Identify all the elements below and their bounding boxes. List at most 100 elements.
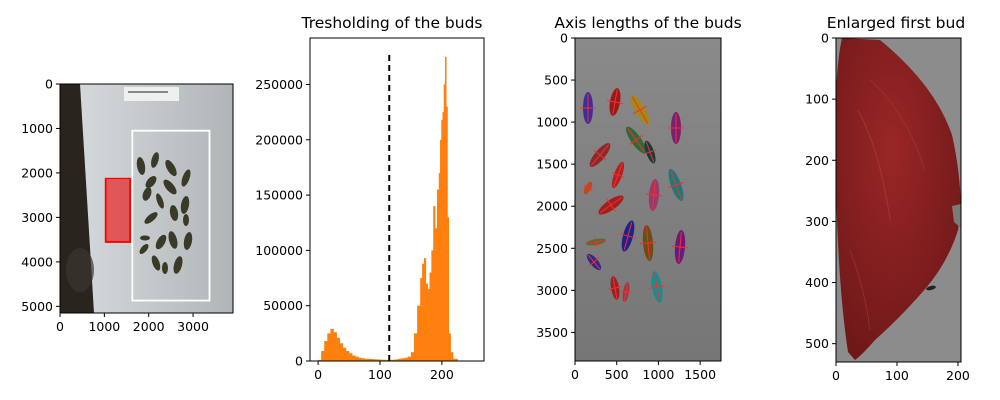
segmented-bud bbox=[607, 88, 623, 116]
histogram-bar bbox=[342, 347, 347, 361]
segmented-bud bbox=[625, 126, 647, 154]
segmented-bud bbox=[608, 276, 622, 300]
histogram-bar bbox=[443, 84, 446, 362]
histogram-bar bbox=[386, 359, 390, 361]
enlarged-bud-title: Enlarged first bud bbox=[827, 14, 965, 32]
histogram-bar bbox=[407, 356, 412, 361]
segmented-bud bbox=[598, 195, 624, 215]
axis-lengths-title: Axis lengths of the buds bbox=[554, 14, 741, 32]
segmented-bud bbox=[649, 271, 665, 303]
histogram-bar bbox=[355, 356, 359, 361]
y-tick-label: 1500 bbox=[536, 157, 568, 172]
buds-box bbox=[131, 129, 211, 302]
histogram-bar bbox=[376, 359, 381, 361]
segmented-bud bbox=[645, 179, 663, 211]
panel-histogram: Tresholding of the buds 0 100 200 0 50000 100… bbox=[255, 14, 485, 382]
x-tick-label: 1000 bbox=[88, 319, 120, 334]
histogram-bar bbox=[352, 355, 356, 361]
histogram-bar bbox=[339, 343, 344, 361]
y-tick-label: 3500 bbox=[536, 325, 568, 340]
segmented-bud bbox=[639, 225, 657, 261]
histogram-bar bbox=[414, 333, 418, 361]
histogram-bar bbox=[370, 359, 375, 361]
histogram-bar bbox=[441, 119, 443, 361]
histogram-bar bbox=[435, 228, 438, 361]
histogram-bar bbox=[358, 357, 362, 361]
histogram-bar bbox=[410, 352, 415, 361]
histogram-bar bbox=[383, 359, 387, 361]
y-tick-label: 50000 bbox=[263, 298, 303, 313]
x-tick-label: 200 bbox=[430, 367, 454, 382]
x-tick-label: 1500 bbox=[684, 367, 716, 382]
panel-axis-lengths: Axis lengths of the buds 0 500 1000 1500 0 50… bbox=[536, 14, 741, 382]
histogram-bar bbox=[401, 358, 406, 361]
photo-image bbox=[60, 84, 233, 313]
histogram-bar bbox=[324, 341, 328, 361]
y-tick-label: 500 bbox=[544, 73, 568, 88]
histogram-bar bbox=[436, 189, 440, 361]
y-tick-label: 150000 bbox=[255, 188, 303, 203]
x-tick-label: 0 bbox=[56, 319, 64, 334]
histogram-bar bbox=[404, 357, 409, 361]
histogram-bar bbox=[447, 217, 450, 361]
histogram-bar bbox=[425, 283, 428, 361]
histogram-bar bbox=[333, 332, 337, 361]
segmented-bud bbox=[586, 253, 602, 271]
y-tick-label: 500 bbox=[805, 336, 829, 351]
y-tick-label: 1000 bbox=[536, 115, 568, 130]
histogram-bar bbox=[440, 139, 442, 361]
histogram-bar bbox=[364, 358, 368, 361]
histogram-bar bbox=[395, 359, 399, 361]
x-tick-label: 100 bbox=[885, 368, 909, 383]
x-tick-label: 1000 bbox=[643, 367, 675, 382]
axis-lengths-image bbox=[575, 38, 721, 361]
histogram-title: Tresholding of the buds bbox=[301, 14, 483, 32]
histogram-bar bbox=[429, 272, 432, 361]
segmented-bud bbox=[668, 112, 684, 144]
y-tick-label: 2500 bbox=[536, 241, 568, 256]
y-tick-label: 2000 bbox=[536, 199, 568, 214]
histogram-bar bbox=[367, 358, 371, 361]
segmented-bud bbox=[643, 140, 657, 164]
x-tick-label: 0 bbox=[832, 368, 840, 383]
segmented-bud bbox=[621, 282, 631, 302]
y-tick-label: 100 bbox=[805, 92, 829, 107]
y-tick-label: 400 bbox=[805, 275, 829, 290]
enlarged-bud-axes-frame bbox=[835, 37, 962, 363]
y-tick-label: 300 bbox=[805, 214, 829, 229]
x-tick-label: 100 bbox=[368, 367, 392, 382]
segmented-bud bbox=[668, 168, 684, 202]
y-tick-label: 0 bbox=[560, 31, 568, 46]
y-tick-label: 0 bbox=[45, 77, 53, 92]
histogram-bar bbox=[431, 250, 434, 361]
segmented-bud bbox=[586, 237, 606, 247]
histogram-bar bbox=[446, 106, 448, 362]
segmented-bud bbox=[671, 230, 689, 264]
histogram-bar bbox=[420, 278, 423, 361]
histogram-bar bbox=[349, 353, 353, 361]
x-tick-label: 2000 bbox=[133, 319, 165, 334]
histogram-bar bbox=[318, 359, 322, 361]
histogram-bar bbox=[427, 289, 430, 361]
histogram-bar bbox=[379, 359, 384, 361]
histogram-bar bbox=[321, 351, 325, 361]
x-tick-label: 3000 bbox=[177, 319, 209, 334]
histogram-bar bbox=[389, 359, 393, 361]
x-tick-label: 500 bbox=[605, 367, 629, 382]
histogram-bar bbox=[398, 358, 402, 361]
y-tick-label: 1000 bbox=[21, 121, 53, 136]
histogram-bar bbox=[373, 359, 378, 361]
x-tick-label: 200 bbox=[946, 368, 970, 383]
histogram-bar bbox=[442, 112, 445, 362]
y-tick-label: 3000 bbox=[536, 283, 568, 298]
histogram-bar bbox=[433, 206, 436, 361]
y-tick-label: 200 bbox=[805, 153, 829, 168]
segmented-bud bbox=[620, 220, 636, 252]
histogram-bar bbox=[422, 263, 425, 361]
histogram-bar bbox=[392, 359, 396, 361]
histogram-bar bbox=[336, 337, 341, 361]
y-tick-label: 2000 bbox=[21, 165, 53, 180]
photo-axes-frame bbox=[59, 83, 234, 314]
y-tick-label: 0 bbox=[295, 354, 303, 369]
